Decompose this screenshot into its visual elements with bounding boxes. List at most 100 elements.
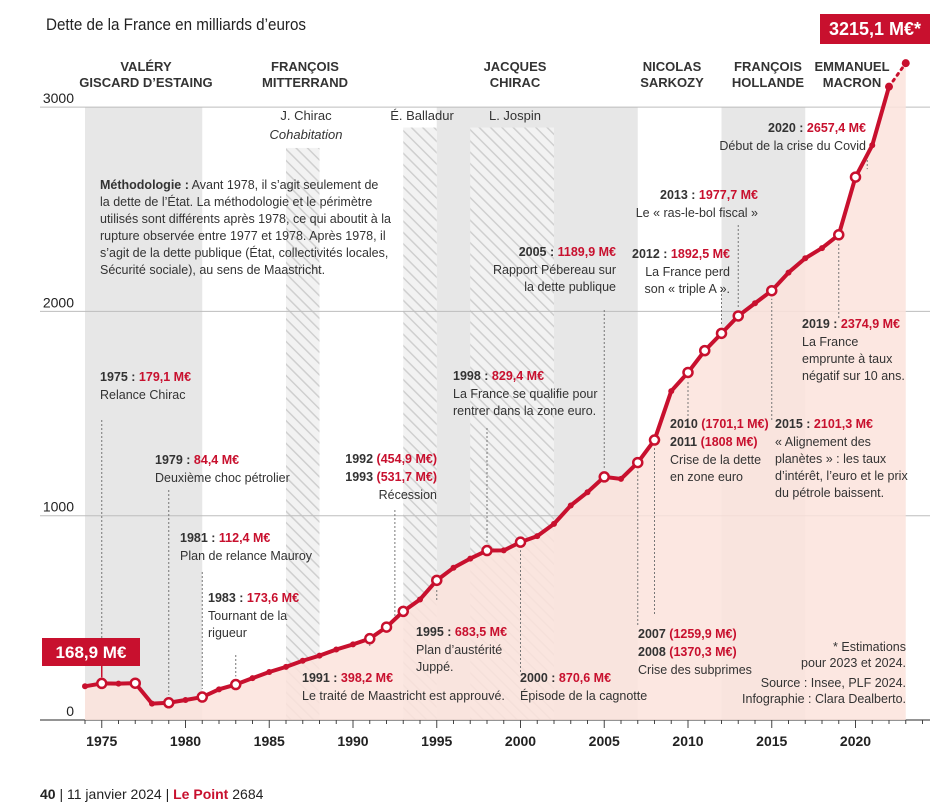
annotation-text: Tournant de la <box>208 609 287 623</box>
data-point-estimate <box>885 82 893 91</box>
annotation-text: rigueur <box>208 626 247 640</box>
annotation-year: 2013 : <box>660 188 699 202</box>
start-badge-bg <box>42 638 140 666</box>
data-point <box>598 471 610 483</box>
president-name: FRANÇOIS <box>271 59 339 74</box>
annotation-value: 829,4 M€ <box>492 369 544 383</box>
president-name: VALÉRY <box>120 59 172 74</box>
data-point <box>618 475 624 482</box>
data-point <box>715 327 728 340</box>
annotation-year: 1992 <box>345 452 376 466</box>
data-point <box>481 544 493 557</box>
annotation-heading: 2010 (1701,1 M€) <box>670 417 769 431</box>
data-point <box>500 547 507 554</box>
annotation-value: 1892,5 M€ <box>671 247 730 261</box>
annotation-a1992: 1992 (454,9 M€)1993 (531,7 M€)Récession <box>345 452 437 502</box>
annotation-a1991: 1991 : 398,2 M€ Le traité de Maastricht e… <box>302 671 505 703</box>
methodology-line: la dette de l’État. La méthodologie et l… <box>100 194 372 209</box>
data-point <box>82 683 88 690</box>
annotation-year: 1995 : <box>416 625 455 639</box>
x-tick-label: 1990 <box>337 733 368 749</box>
cohabitation-band <box>286 147 320 720</box>
data-point <box>732 310 744 322</box>
annotation-a1998: 1998 : 829,4 M€ La France se qualifie pou… <box>453 369 598 418</box>
note-text: pour 2023 et 2024. <box>801 656 906 670</box>
data-point <box>514 536 527 548</box>
annotation-text: Crise de la dette <box>670 453 761 467</box>
annotation-year: 1979 : <box>155 453 194 467</box>
annotation-heading: 1983 : 173,6 M€ <box>208 591 299 605</box>
annotation-text: négatif sur 10 ans. <box>802 369 905 383</box>
data-point <box>417 596 423 603</box>
data-point <box>766 284 778 297</box>
annotation-heading: 2019 : 2374,9 M€ <box>802 317 900 331</box>
x-tick-label: 1975 <box>86 733 117 749</box>
data-point <box>216 686 222 693</box>
annotation-value: (454,9 M€) <box>377 452 437 466</box>
annotation-value: 179,1 M€ <box>139 370 191 384</box>
x-tick-label: 1985 <box>254 733 285 749</box>
annotation-value: (1701,1 M€) <box>701 417 768 431</box>
annotation-text: La France perd <box>645 265 730 279</box>
annotation-year: 2010 <box>670 417 701 431</box>
annotation-year: 2012 : <box>632 247 671 261</box>
annotation-value: (1259,9 M€) <box>669 627 736 641</box>
data-point <box>115 680 122 687</box>
annotation-heading: 2005 : 1189,9 M€ <box>519 245 616 259</box>
annotation-value: 84,4 M€ <box>194 453 239 467</box>
data-point <box>299 657 306 664</box>
annotation-heading-2: 2011 (1808 M€) <box>670 435 758 449</box>
x-tick-label: 2020 <box>840 733 871 749</box>
annotation-value: 173,6 M€ <box>247 591 299 605</box>
annotation-text: Épisode de la cagnotte <box>520 688 647 703</box>
annotation-a2010: 2010 (1701,1 M€) 2011 (1808 M€) Crise de l… <box>670 417 769 484</box>
data-point <box>467 555 474 562</box>
x-tick-label: 2010 <box>672 733 703 749</box>
methodology-line: Avant 1978, il s’agit seulement de <box>189 178 379 192</box>
annotation-text: Plan d’austérité <box>416 643 502 657</box>
annotation-value: 112,4 M€ <box>219 531 270 545</box>
data-point <box>129 677 141 689</box>
footer-sep-2: | <box>165 786 174 802</box>
footer-date: 11 janvier 2024 <box>67 786 162 802</box>
annotation-a2012: 2012 : 1892,5 M€ La France perd son « trip… <box>632 247 730 296</box>
x-tick-label: 2005 <box>589 733 620 749</box>
annotation-a2000: 2000 : 870,6 M€ Épisode de la cagnotte <box>520 671 647 703</box>
data-point <box>450 564 457 571</box>
annotation-year: 2000 : <box>520 671 559 685</box>
data-point <box>648 434 661 446</box>
methodology-line: rupture observée entre 1977 et 1978. Apr… <box>100 229 386 243</box>
x-tick-label: 2015 <box>756 733 787 749</box>
y-tick-label: 3000 <box>43 90 74 106</box>
president-name: MACRON <box>823 75 882 90</box>
data-point <box>431 574 443 587</box>
y-tick-label: 2000 <box>43 294 74 310</box>
cohabitation-label: J. Chirac <box>280 108 332 123</box>
data-point <box>668 388 675 395</box>
data-point <box>249 675 256 682</box>
data-point-estimate <box>901 59 910 68</box>
annotation-year: 1981 : <box>180 531 219 545</box>
footer-sep-1: | <box>59 786 67 802</box>
annotation-heading: 1975 : 179,1 M€ <box>100 370 191 384</box>
annotation-year: 1983 : <box>208 591 247 605</box>
methodology-text: Méthodologie : Avant 1978, il s’agit seu… <box>100 178 391 277</box>
annotation-value: (1808 M€) <box>701 435 758 449</box>
annotation-a2007: 2007 (1259,9 M€)2008 (1370,3 M€)Crise de… <box>638 627 752 677</box>
note-text: * Estimations <box>833 640 906 654</box>
annotation-a1979: 1979 : 84,4 M€ Deuxième choc pétrolier <box>155 453 290 485</box>
annotation-year: 1998 : <box>453 369 492 383</box>
methodology-label: Méthodologie : <box>100 178 189 192</box>
annotation-text: d’intérêt, l’euro et le prix <box>775 469 908 483</box>
annotation-heading: 2020 : 2657,4 M€ <box>768 121 866 135</box>
end-badge-label: 3215,1 M€* <box>829 19 921 39</box>
president-name: FRANÇOIS <box>734 59 802 74</box>
annotation-heading-2: 2008 (1370,3 M€) <box>638 645 737 659</box>
methodology-line: Sécurité sociale), au sens de Maastricht… <box>100 263 325 277</box>
data-point <box>632 456 644 469</box>
annotation-year: 2019 : <box>802 317 841 331</box>
data-point <box>230 678 242 691</box>
x-tick-label: 1980 <box>170 733 201 749</box>
data-point <box>380 621 393 633</box>
data-point <box>333 646 340 653</box>
